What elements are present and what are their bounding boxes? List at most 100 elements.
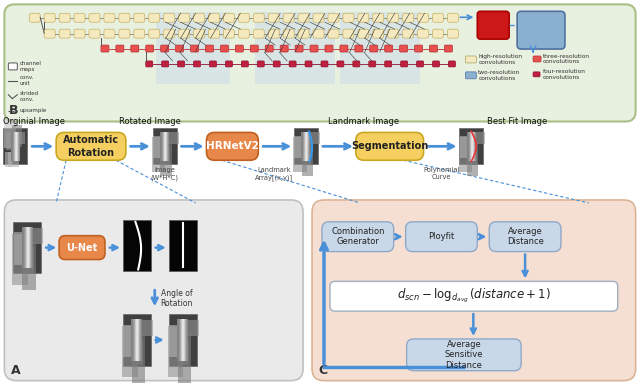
FancyBboxPatch shape (223, 13, 234, 22)
FancyBboxPatch shape (8, 63, 17, 70)
Text: Polynomial
Curve: Polynomial Curve (423, 167, 460, 180)
Bar (156, 12, 230, 84)
Bar (141, 319, 142, 361)
FancyBboxPatch shape (225, 61, 232, 67)
Bar (10, 132, 12, 161)
FancyBboxPatch shape (119, 29, 130, 38)
FancyBboxPatch shape (343, 13, 354, 22)
FancyBboxPatch shape (44, 29, 55, 38)
Polygon shape (302, 142, 313, 176)
FancyBboxPatch shape (265, 45, 273, 52)
Text: Ployfit: Ployfit (428, 232, 454, 241)
Bar (163, 132, 164, 161)
Bar (468, 132, 470, 161)
Bar (31, 227, 33, 268)
FancyBboxPatch shape (358, 13, 369, 22)
Polygon shape (22, 242, 36, 290)
Text: C: C (318, 364, 327, 377)
FancyBboxPatch shape (116, 45, 124, 52)
Text: strided
conv.: strided conv. (19, 91, 38, 102)
Bar (123, 314, 151, 366)
Polygon shape (152, 137, 165, 172)
FancyBboxPatch shape (148, 13, 160, 22)
FancyBboxPatch shape (207, 132, 259, 160)
FancyBboxPatch shape (370, 45, 378, 52)
FancyBboxPatch shape (238, 13, 250, 22)
FancyBboxPatch shape (193, 13, 205, 22)
Polygon shape (4, 152, 12, 168)
Bar (169, 314, 196, 366)
FancyBboxPatch shape (477, 11, 509, 39)
FancyBboxPatch shape (388, 29, 399, 38)
FancyBboxPatch shape (403, 13, 413, 22)
FancyBboxPatch shape (313, 13, 324, 22)
FancyBboxPatch shape (444, 45, 452, 52)
Polygon shape (12, 234, 28, 284)
FancyBboxPatch shape (372, 13, 384, 22)
FancyBboxPatch shape (164, 13, 175, 22)
FancyBboxPatch shape (295, 45, 303, 52)
Polygon shape (153, 136, 166, 158)
Bar (179, 319, 180, 361)
Polygon shape (23, 231, 33, 264)
Text: conv.
unit: conv. unit (19, 75, 34, 86)
FancyBboxPatch shape (322, 222, 394, 252)
Polygon shape (27, 247, 33, 273)
Bar (169, 220, 196, 271)
Polygon shape (458, 137, 472, 172)
Bar (3, 129, 28, 164)
FancyBboxPatch shape (356, 132, 424, 160)
FancyBboxPatch shape (175, 45, 184, 52)
Bar (140, 319, 141, 361)
Polygon shape (134, 320, 153, 336)
FancyBboxPatch shape (164, 29, 175, 38)
Bar (12, 132, 13, 161)
FancyBboxPatch shape (369, 61, 376, 67)
FancyBboxPatch shape (305, 61, 312, 67)
Polygon shape (294, 136, 307, 158)
FancyBboxPatch shape (148, 29, 160, 38)
Polygon shape (13, 232, 29, 265)
Text: Segmentation: Segmentation (351, 141, 428, 151)
Polygon shape (304, 132, 320, 144)
FancyBboxPatch shape (517, 11, 565, 49)
Polygon shape (136, 340, 143, 366)
Polygon shape (460, 136, 472, 158)
Bar (13, 222, 41, 273)
Polygon shape (306, 146, 312, 164)
Bar (164, 132, 165, 161)
Bar (309, 132, 310, 161)
FancyBboxPatch shape (193, 61, 200, 67)
Text: upsample: upsample (19, 108, 47, 113)
Bar (13, 132, 15, 161)
FancyBboxPatch shape (433, 29, 444, 38)
Polygon shape (303, 135, 310, 158)
Polygon shape (178, 334, 191, 383)
FancyBboxPatch shape (325, 45, 333, 52)
FancyBboxPatch shape (178, 61, 184, 67)
FancyBboxPatch shape (134, 29, 145, 38)
FancyBboxPatch shape (161, 45, 169, 52)
FancyBboxPatch shape (340, 45, 348, 52)
Bar (294, 129, 318, 164)
Bar (24, 227, 25, 268)
FancyBboxPatch shape (283, 13, 294, 22)
Bar (161, 132, 162, 161)
FancyBboxPatch shape (250, 45, 259, 52)
Polygon shape (4, 120, 17, 148)
Polygon shape (124, 325, 138, 357)
Text: Orginial Image: Orginial Image (3, 117, 65, 125)
FancyBboxPatch shape (313, 29, 324, 38)
FancyBboxPatch shape (533, 72, 540, 77)
FancyBboxPatch shape (134, 13, 145, 22)
Bar (139, 319, 140, 361)
FancyBboxPatch shape (417, 61, 424, 67)
Bar (160, 132, 161, 161)
FancyBboxPatch shape (385, 45, 393, 52)
Text: Image
(W*H*C): Image (W*H*C) (150, 167, 179, 181)
FancyBboxPatch shape (220, 45, 228, 52)
Bar (27, 227, 28, 268)
FancyBboxPatch shape (131, 45, 139, 52)
FancyBboxPatch shape (321, 61, 328, 67)
FancyBboxPatch shape (447, 29, 458, 38)
